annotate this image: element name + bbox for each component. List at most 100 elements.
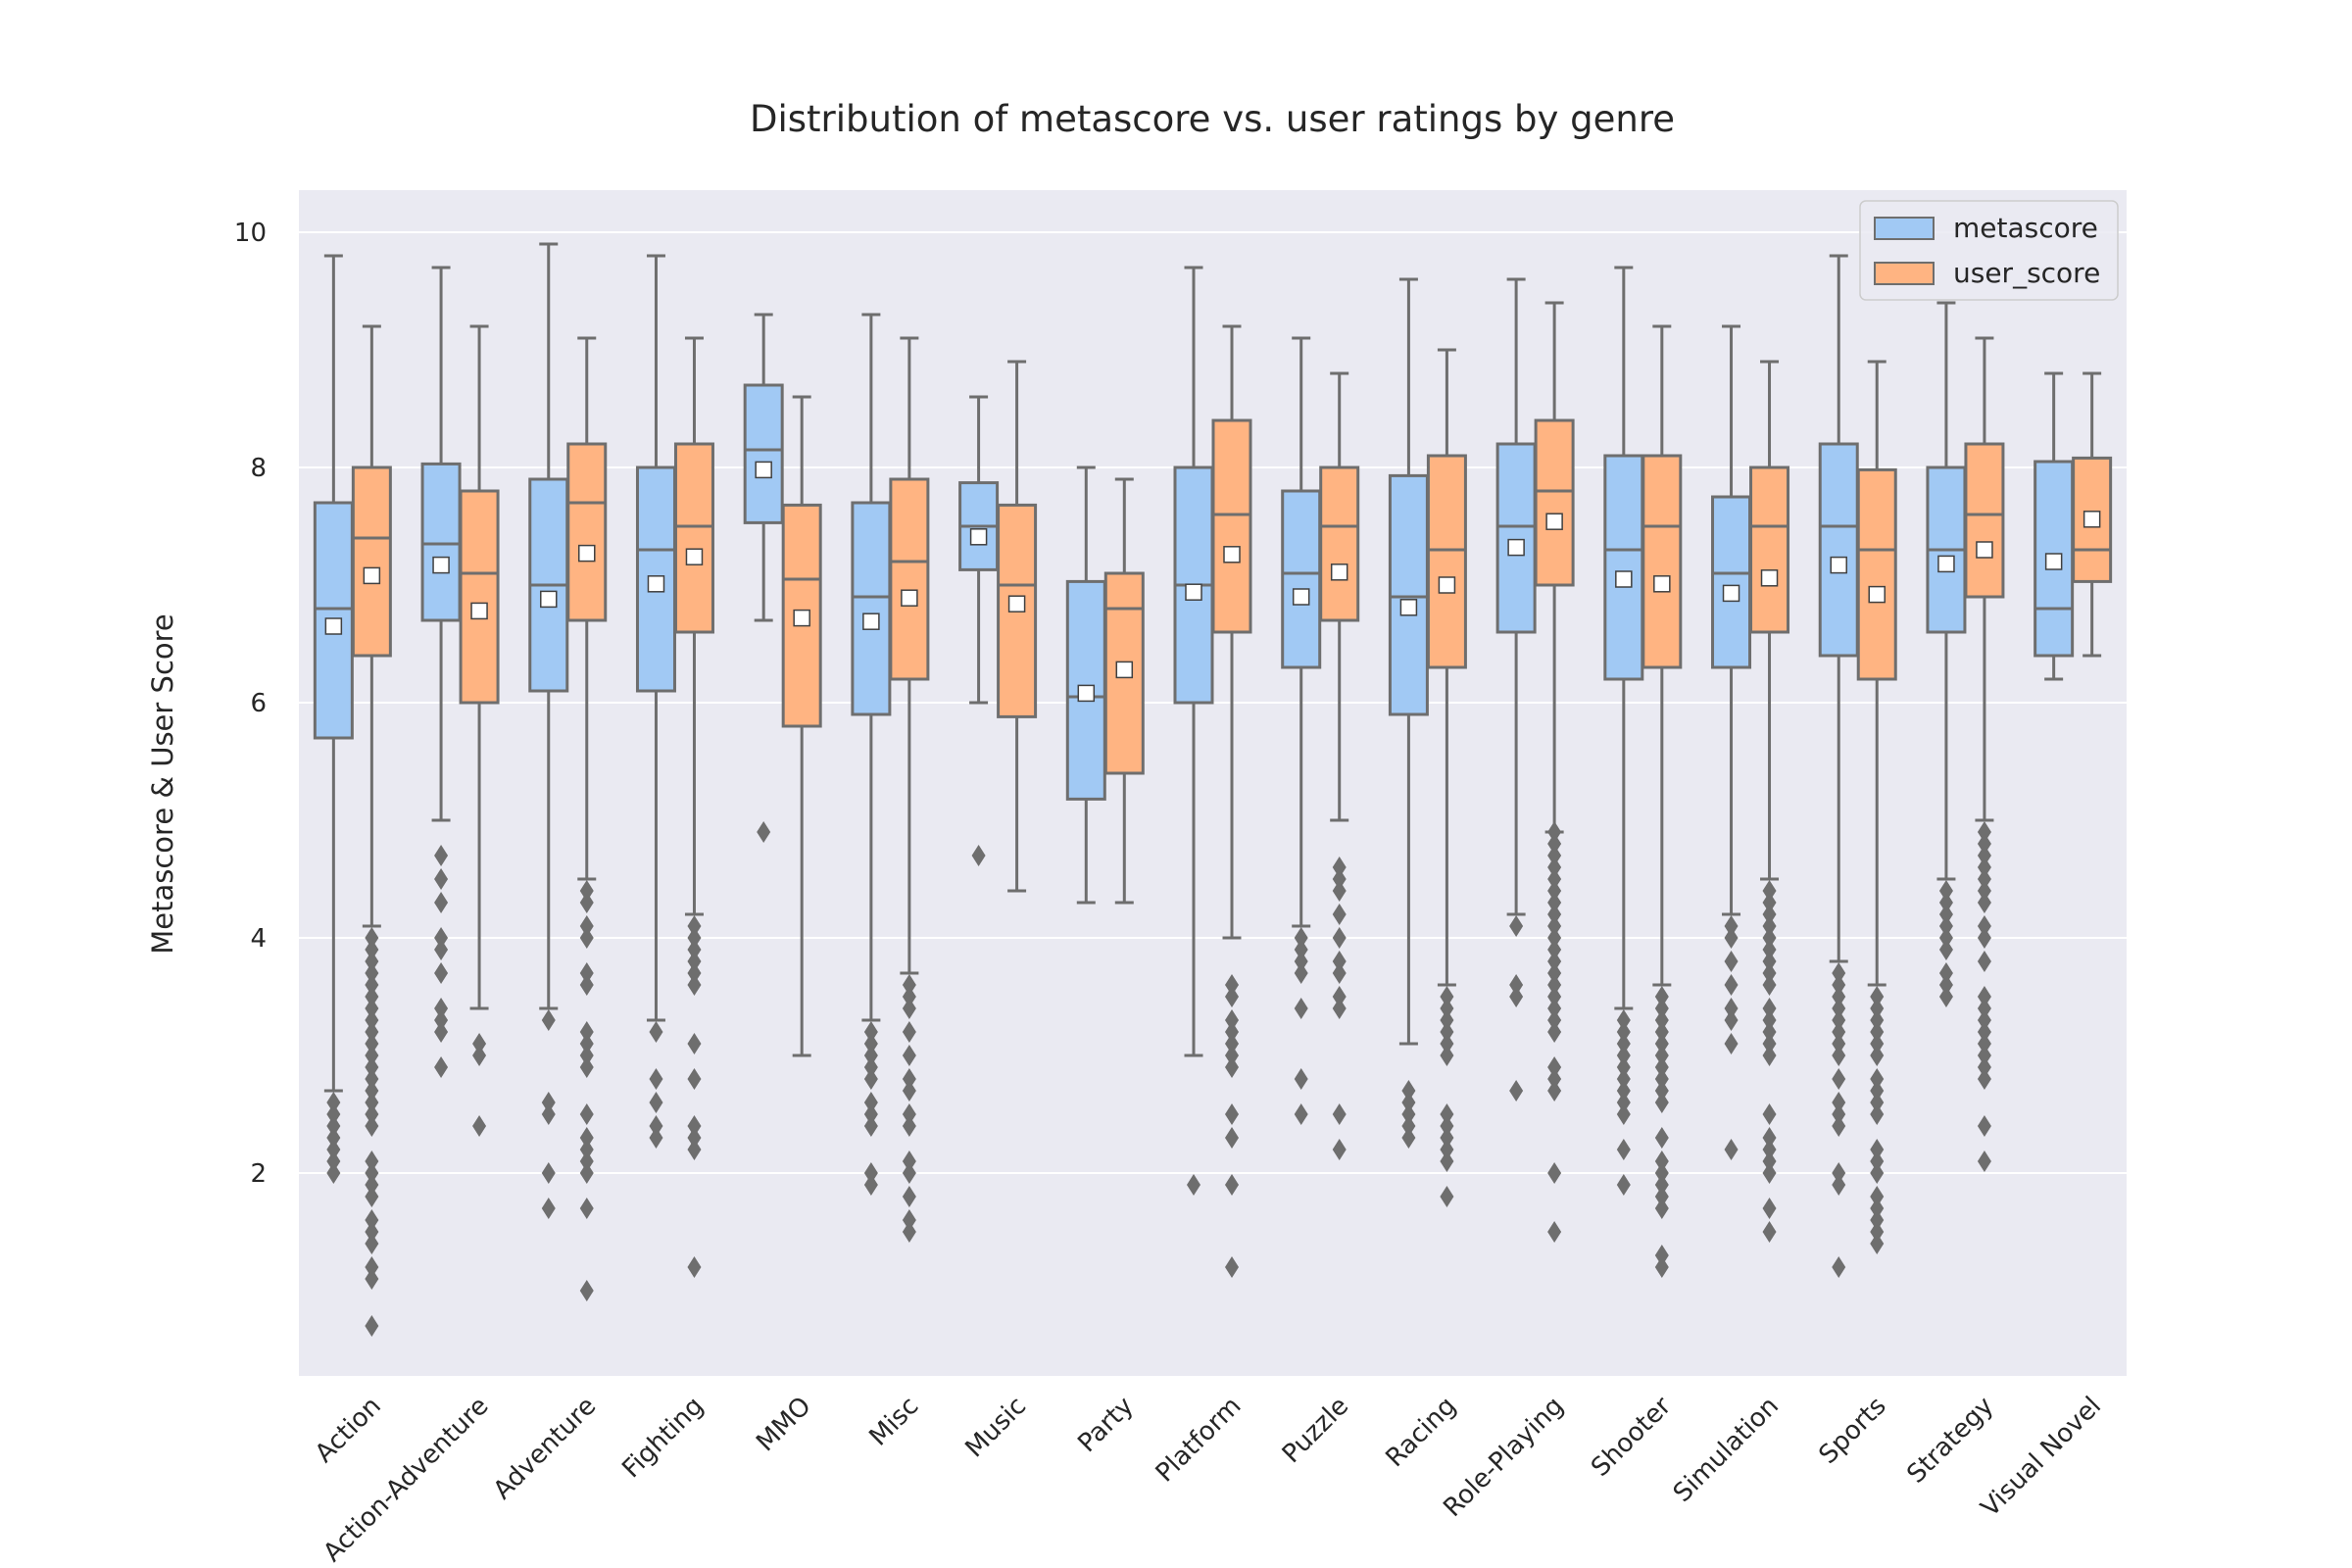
outlier-point [1616, 1021, 1631, 1043]
mean-marker [901, 589, 918, 607]
box-iqr [1749, 466, 1790, 634]
outlier-point [1938, 892, 1953, 913]
outlier-point [1870, 1045, 1885, 1066]
mean-marker [1330, 564, 1348, 581]
outlier-point [541, 1092, 556, 1113]
outlier-point [1547, 951, 1562, 972]
box-iqr [1534, 418, 1575, 587]
mean-marker [1976, 541, 1993, 559]
outlier-point [1654, 1092, 1669, 1113]
outlier-point [1762, 880, 1777, 902]
mean-marker [1830, 556, 1847, 574]
outlier-point [687, 962, 702, 984]
outlier-point [1832, 1068, 1846, 1090]
outlier-point [902, 1162, 916, 1184]
outlier-point [1762, 939, 1777, 960]
outlier-point [1832, 998, 1846, 1019]
outlier-point [687, 939, 702, 960]
outlier-point [1762, 1103, 1777, 1125]
outlier-point [1332, 868, 1347, 890]
outlier-point [579, 1280, 594, 1301]
outlier-point [1654, 1198, 1669, 1219]
outlier-point [649, 1127, 663, 1149]
outlier-point [1440, 986, 1454, 1007]
outlier-point [1762, 927, 1777, 949]
outlier-point [1938, 927, 1953, 949]
outlier-point [863, 1068, 878, 1090]
box-iqr [673, 442, 714, 634]
outlier-point [1225, 1174, 1239, 1196]
outlier-point [1870, 1186, 1885, 1207]
outlier-point [863, 1162, 878, 1184]
outlier-point [1762, 1127, 1777, 1149]
outlier-point [687, 1033, 702, 1054]
mean-marker [324, 617, 343, 635]
mean-marker [969, 528, 988, 546]
outlier-point [1654, 1056, 1669, 1078]
outlier-point [1332, 998, 1347, 1019]
outlier-point [1977, 986, 1991, 1007]
series-metascore [313, 242, 2075, 1278]
outlier-point [365, 1045, 379, 1066]
outlier-point [326, 1139, 341, 1160]
box-iqr [743, 383, 784, 524]
box-iqr [1964, 442, 2005, 599]
outlier-point [1938, 986, 1953, 1007]
outlier-point [434, 927, 449, 949]
outlier-point [579, 1056, 594, 1078]
legend-swatch [1874, 262, 1935, 285]
x-tick-label: Party [1072, 1392, 1139, 1458]
outlier-point [649, 1115, 663, 1137]
outlier-point [687, 1256, 702, 1278]
outlier-point [472, 1033, 487, 1054]
mean-marker [540, 590, 558, 609]
outlier-point [1332, 904, 1347, 925]
outlier-point [579, 1045, 594, 1066]
outlier-point [472, 1115, 487, 1137]
outlier-point [326, 1103, 341, 1125]
outlier-point [1547, 892, 1562, 913]
outlier-point [365, 1315, 379, 1337]
outlier-point [434, 962, 449, 984]
outlier-point [1870, 1162, 1885, 1184]
outlier-point [434, 868, 449, 890]
box-iqr [351, 466, 392, 658]
outlier-point [1440, 1127, 1454, 1149]
outlier-point [1762, 1021, 1777, 1043]
outlier-point [1762, 1151, 1777, 1172]
outlier-point [1547, 986, 1562, 1007]
x-tick-label: Platform [1151, 1392, 1248, 1489]
outlier-point [1762, 998, 1777, 1019]
outlier-point [649, 1068, 663, 1090]
outlier-point [1332, 1103, 1347, 1125]
outlier-point [863, 1174, 878, 1196]
outlier-point [863, 1056, 878, 1078]
mean-marker [755, 461, 772, 479]
y-tick-label: 2 [250, 1159, 267, 1189]
legend: metascore user_score [1859, 200, 2119, 301]
outlier-point [365, 1233, 379, 1254]
box-iqr [1426, 454, 1467, 669]
outlier-point [1547, 1009, 1562, 1031]
outlier-point [326, 1127, 341, 1149]
outlier-point [687, 974, 702, 996]
outlier-point [365, 1115, 379, 1137]
box-iqr [851, 501, 892, 716]
outlier-point [1977, 915, 1991, 937]
outlier-point [541, 1009, 556, 1031]
outlier-point [1870, 998, 1885, 1019]
outlier-point [1616, 1103, 1631, 1125]
mean-marker [1615, 570, 1633, 588]
outlier-point [1616, 1092, 1631, 1113]
x-tick-label: Strategy [1901, 1392, 1999, 1490]
outlier-point [326, 1162, 341, 1184]
outlier-point [902, 986, 916, 1007]
outlier-point [1724, 1009, 1739, 1031]
x-tick-label: Music [960, 1392, 1033, 1464]
outlier-point [687, 1139, 702, 1160]
box-iqr [420, 462, 462, 622]
outlier-point [1870, 986, 1885, 1007]
outlier-point [1870, 1221, 1885, 1243]
outlier-point [1762, 1009, 1777, 1031]
outlier-point [1547, 1068, 1562, 1090]
